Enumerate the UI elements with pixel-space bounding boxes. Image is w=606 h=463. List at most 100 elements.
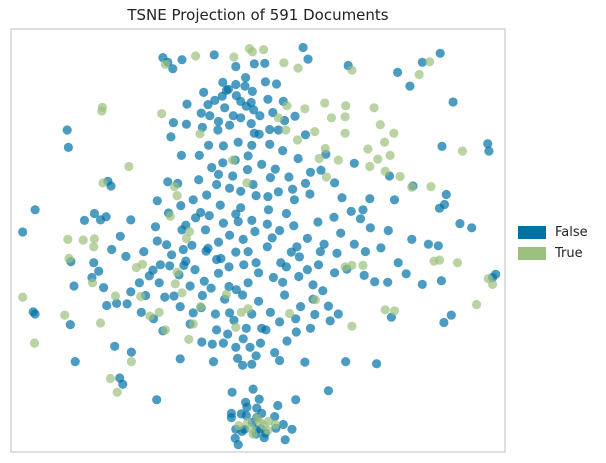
point-false-22 <box>199 87 209 97</box>
point-false-293 <box>273 187 283 197</box>
point-false-255 <box>282 336 292 346</box>
point-false-79 <box>69 281 79 291</box>
point-true-68 <box>236 307 246 317</box>
point-false-134 <box>251 351 261 361</box>
point-false-329 <box>236 96 246 106</box>
point-false-36 <box>194 175 204 185</box>
point-true-49 <box>165 211 175 221</box>
point-false-2 <box>177 55 187 65</box>
point-true-51 <box>89 234 99 244</box>
point-false-328 <box>196 108 206 118</box>
point-true-20 <box>407 182 417 192</box>
point-false-217 <box>319 239 329 249</box>
point-false-288 <box>316 165 326 175</box>
point-true-64 <box>243 304 253 314</box>
point-false-226 <box>281 262 291 272</box>
point-false-26 <box>271 79 282 89</box>
point-false-120 <box>265 307 275 317</box>
point-false-327 <box>213 116 224 127</box>
point-false-136 <box>255 338 266 348</box>
point-false-302 <box>225 120 235 130</box>
point-true-86 <box>452 258 463 268</box>
point-false-74 <box>433 241 443 251</box>
point-false-111 <box>112 298 122 308</box>
point-false-243 <box>275 317 285 327</box>
point-false-68 <box>329 212 339 222</box>
point-false-147 <box>254 394 264 404</box>
point-false-49 <box>365 194 375 204</box>
point-true-21 <box>426 182 436 192</box>
point-false-180 <box>231 285 241 295</box>
point-false-257 <box>305 323 316 333</box>
point-true-0 <box>259 45 269 55</box>
point-false-321 <box>290 111 300 121</box>
point-false-237 <box>175 302 185 312</box>
point-false-309 <box>220 103 230 113</box>
point-true-23 <box>389 128 399 138</box>
point-false-195 <box>294 271 304 282</box>
point-false-205 <box>225 230 235 240</box>
point-true-4 <box>247 47 257 57</box>
point-false-311 <box>247 86 257 96</box>
point-true-101 <box>270 419 280 430</box>
point-false-223 <box>355 214 366 224</box>
point-false-206 <box>213 237 224 247</box>
point-true-54 <box>89 242 99 252</box>
point-true-8 <box>347 65 357 75</box>
point-false-12 <box>417 57 427 67</box>
point-false-221 <box>376 243 386 253</box>
point-false-103 <box>401 269 411 279</box>
point-false-274 <box>242 165 253 175</box>
point-false-325 <box>217 91 227 101</box>
point-false-81 <box>94 266 104 276</box>
point-false-99 <box>359 270 369 280</box>
point-false-261 <box>136 307 146 317</box>
point-true-52 <box>78 235 88 245</box>
point-true-44 <box>228 155 238 165</box>
point-false-167 <box>287 424 297 434</box>
point-true-89 <box>95 318 106 328</box>
point-false-11 <box>393 67 403 77</box>
point-true-29 <box>341 101 351 111</box>
point-true-90 <box>60 310 70 320</box>
point-false-95 <box>294 252 304 262</box>
point-false-73 <box>423 239 433 249</box>
point-false-215 <box>289 221 299 231</box>
point-false-133 <box>233 353 243 363</box>
point-false-241 <box>241 323 251 333</box>
point-true-14 <box>320 143 330 154</box>
point-false-306 <box>168 118 178 128</box>
point-false-109 <box>30 309 40 319</box>
point-false-202 <box>267 233 277 243</box>
point-false-87 <box>178 244 188 255</box>
point-true-35 <box>292 135 303 145</box>
point-false-117 <box>212 325 222 335</box>
point-false-267 <box>179 260 189 270</box>
point-false-102 <box>393 258 403 268</box>
point-false-15 <box>448 97 458 107</box>
point-false-270 <box>263 192 273 202</box>
point-false-19 <box>63 142 73 152</box>
point-false-170 <box>259 433 269 443</box>
point-false-125 <box>333 309 343 319</box>
point-false-21 <box>194 150 204 160</box>
point-false-333 <box>273 125 283 135</box>
point-false-331 <box>254 129 264 139</box>
point-false-249 <box>245 342 255 352</box>
point-false-201 <box>251 258 261 268</box>
point-false-320 <box>260 77 270 87</box>
point-false-296 <box>188 195 198 205</box>
point-true-55 <box>64 253 74 264</box>
legend-label-true: True <box>555 246 583 261</box>
point-true-84 <box>483 274 493 284</box>
point-false-28 <box>247 140 257 150</box>
point-true-102 <box>252 413 262 423</box>
point-false-51 <box>305 189 315 199</box>
point-false-128 <box>65 320 75 330</box>
point-false-56 <box>101 212 111 222</box>
point-false-292 <box>270 164 280 174</box>
point-false-295 <box>202 190 212 200</box>
point-false-291 <box>284 172 294 182</box>
point-false-101 <box>383 277 393 287</box>
point-false-332 <box>265 139 275 149</box>
